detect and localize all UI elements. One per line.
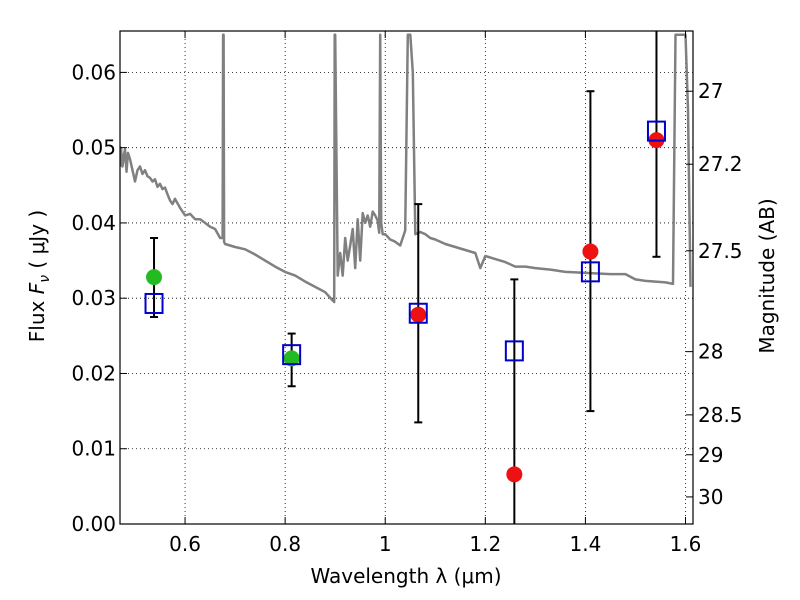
model-point bbox=[408, 302, 428, 324]
model-point bbox=[580, 261, 600, 283]
y-axis-label-symbol: F bbox=[25, 282, 49, 294]
x-tick-label: 0.6 bbox=[169, 532, 201, 556]
model-point bbox=[282, 344, 302, 366]
y2-tick-label: 27 bbox=[698, 79, 723, 103]
y2-tick-label: 29 bbox=[698, 443, 723, 467]
y2-tick-label: 27.5 bbox=[698, 239, 743, 263]
plot-frame bbox=[119, 30, 694, 525]
model-point bbox=[504, 340, 524, 362]
y-tick-label: 0.02 bbox=[71, 361, 116, 385]
y-axis-label-suffix: ( μJy ) bbox=[25, 210, 49, 275]
data-point bbox=[582, 243, 599, 260]
y2-tick-label: 28.5 bbox=[698, 403, 743, 427]
x-tick-label: 1.2 bbox=[469, 532, 501, 556]
y-tick-label: 0.01 bbox=[71, 437, 116, 461]
y2-tick-label: 27.2 bbox=[698, 152, 743, 176]
plot-area bbox=[120, 31, 692, 524]
data-point bbox=[410, 306, 427, 323]
axes bbox=[119, 30, 694, 525]
x-tick-label: 0.8 bbox=[269, 532, 301, 556]
y-tick-label: 0.04 bbox=[71, 211, 116, 235]
y-axis-label-prefix: Flux bbox=[25, 294, 49, 342]
y2-axis-label: Magnitude (AB) bbox=[755, 198, 779, 353]
x-tick-label: 1.4 bbox=[569, 532, 601, 556]
y2-tick-label: 30 bbox=[698, 485, 723, 509]
y-tick-label: 0.06 bbox=[71, 60, 116, 84]
spectrum-line bbox=[120, 33, 692, 304]
y-tick-label: 0.05 bbox=[71, 136, 116, 160]
y-axis-label-subscript: ν bbox=[37, 275, 53, 283]
x-tick-label: 1.6 bbox=[670, 532, 702, 556]
x-tick-label: 1 bbox=[379, 532, 392, 556]
y-tick-label: 0.03 bbox=[71, 286, 116, 310]
data-point bbox=[506, 466, 523, 483]
model-point bbox=[144, 292, 164, 314]
tick-labels: 0.6 0.8 1 1.2 1.4 1.6 0.00 0.01 0.02 0.03 0.04 0.05… bbox=[71, 60, 742, 556]
x-axis-label: Wavelength λ (μm) bbox=[310, 564, 501, 588]
y-tick-label: 0.00 bbox=[71, 512, 116, 536]
data-point bbox=[283, 350, 300, 367]
y-axis-label: Flux Fν ( μJy ) bbox=[25, 210, 53, 342]
y2-tick-label: 28 bbox=[698, 340, 723, 364]
data-point bbox=[146, 269, 163, 286]
model-point bbox=[646, 120, 666, 142]
